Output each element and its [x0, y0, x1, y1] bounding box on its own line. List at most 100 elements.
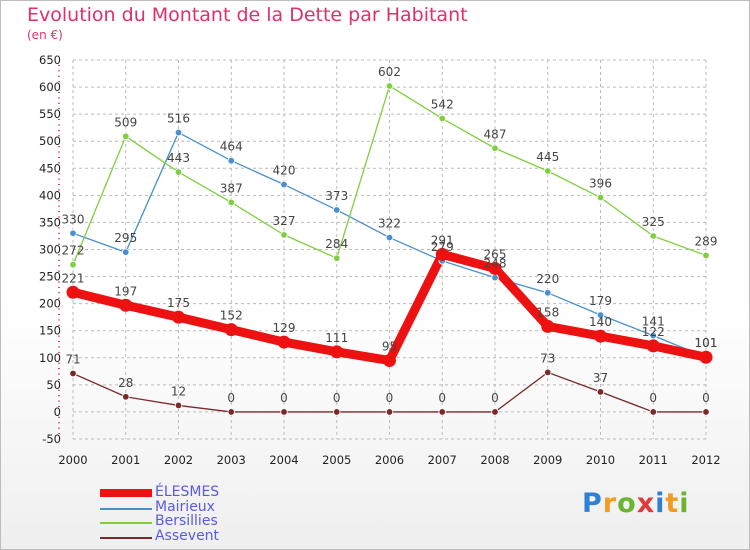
point-assevent [122, 393, 130, 401]
logo-letter: i [679, 488, 690, 519]
data-label-elesmes: 291 [431, 233, 454, 247]
x-tick-label: 2012 [691, 453, 720, 467]
point-mairieux [227, 157, 235, 165]
logo-letter: r [602, 488, 618, 519]
point-bersillies [385, 82, 394, 90]
point-bersillies [122, 132, 130, 141]
y-tick-label: 450 [39, 161, 61, 175]
data-label-elesmes: 152 [220, 309, 243, 323]
chart-subtitle: (en €) [27, 28, 63, 42]
point-bersillies [280, 231, 288, 239]
data-label-bersillies: 487 [484, 127, 507, 141]
point-elesmes [277, 335, 291, 349]
data-label-bersillies: 542 [431, 97, 454, 111]
x-tick-label: 2005 [322, 453, 351, 467]
point-bersillies [174, 168, 183, 176]
data-label-bersillies: 284 [325, 237, 348, 251]
data-points [66, 82, 713, 416]
legend-swatch [100, 522, 152, 524]
logo-letter: P [582, 488, 603, 519]
legend-label: Bersillies [155, 513, 218, 529]
data-label-elesmes: 129 [273, 321, 296, 335]
data-label-elesmes: 95 [382, 339, 397, 353]
data-label-mairieux: 179 [589, 294, 612, 308]
point-assevent [491, 408, 499, 416]
data-label-assevent: 0 [491, 391, 499, 405]
data-label-mairieux: 373 [325, 189, 348, 203]
point-elesmes [594, 329, 607, 343]
data-label-bersillies: 272 [62, 244, 85, 258]
data-label-elesmes: 197 [114, 284, 137, 298]
data-label-mairieux: 464 [220, 140, 243, 154]
point-bersillies [596, 193, 605, 202]
x-tick-label: 2011 [639, 453, 668, 467]
y-tick-label: 200 [39, 297, 61, 311]
point-assevent [69, 369, 77, 378]
data-label-assevent: 0 [227, 391, 235, 405]
point-assevent [649, 408, 657, 416]
x-tick-label: 2008 [480, 453, 509, 467]
y-tick-label: 150 [39, 324, 61, 338]
y-tick-label: 50 [46, 378, 61, 392]
data-label-elesmes: 158 [536, 305, 559, 319]
data-label-elesmes: 265 [484, 247, 507, 261]
logo-letter: o [617, 488, 637, 519]
data-label-mairieux: 101 [695, 336, 718, 350]
point-assevent [227, 408, 235, 416]
y-tick-label: 100 [39, 351, 61, 365]
x-tick-label: 2002 [164, 453, 193, 467]
data-label-bersillies: 445 [536, 150, 559, 164]
legend-label: Assevent [155, 527, 220, 544]
point-elesmes [224, 323, 238, 337]
data-label-assevent: 37 [593, 371, 608, 385]
point-assevent [280, 408, 288, 416]
point-bersillies [649, 232, 657, 240]
point-assevent [174, 401, 183, 410]
y-tick-label: 550 [39, 107, 61, 121]
point-mairieux [69, 229, 77, 237]
data-label-assevent: 12 [171, 384, 186, 398]
data-label-mairieux: 295 [114, 231, 137, 245]
data-label-assevent: 0 [438, 391, 446, 405]
data-label-assevent: 73 [540, 351, 555, 365]
data-label-elesmes: 111 [325, 331, 348, 345]
y-tick-label: 0 [54, 405, 61, 419]
data-label-assevent: 0 [280, 391, 288, 405]
x-tick-label: 2006 [375, 453, 404, 467]
data-label-assevent: 28 [118, 376, 133, 390]
x-tick-label: 2003 [217, 453, 246, 467]
y-tick-label: 250 [39, 270, 61, 284]
point-elesmes [330, 345, 344, 359]
point-mairieux [596, 311, 605, 319]
point-mairieux [385, 233, 394, 242]
point-mairieux [122, 248, 130, 256]
logo-letter: x [636, 488, 656, 519]
point-elesmes [435, 247, 449, 261]
point-mairieux [544, 289, 552, 297]
x-tick-label: 2000 [58, 453, 87, 467]
logo-letter: i [655, 488, 666, 519]
data-label-bersillies: 396 [589, 177, 612, 191]
data-label-assevent: 0 [333, 391, 341, 405]
y-tick-label: 650 [39, 53, 61, 67]
data-label-bersillies: 327 [273, 214, 296, 228]
y-axis: -50 0 50 100 150 200 250 300 350 400 450 500 550 600 6… [39, 53, 61, 446]
point-bersillies [69, 260, 77, 269]
point-elesmes [488, 261, 502, 275]
point-assevent [544, 368, 552, 377]
point-elesmes [699, 350, 713, 364]
data-label-mairieux: 516 [167, 112, 190, 126]
chart-title: Evolution du Montant de la Dette par Hab… [27, 4, 468, 26]
point-bersillies [333, 254, 341, 262]
point-mairieux [280, 180, 288, 189]
data-label-assevent: 0 [386, 391, 394, 405]
data-labels: 330 295 516 464 420 373 322 279 248 220 179 141 101 2… [62, 65, 718, 405]
point-elesmes [66, 285, 80, 299]
y-tick-label: 350 [39, 215, 61, 229]
point-elesmes [646, 339, 660, 353]
point-elesmes [119, 298, 133, 312]
point-assevent [438, 408, 446, 416]
data-label-mairieux: 248 [484, 257, 507, 271]
data-label-mairieux: 322 [378, 217, 401, 231]
x-axis: 2000 2001 2002 2003 2004 2005 2006 2007 2008 2009… [58, 453, 720, 467]
